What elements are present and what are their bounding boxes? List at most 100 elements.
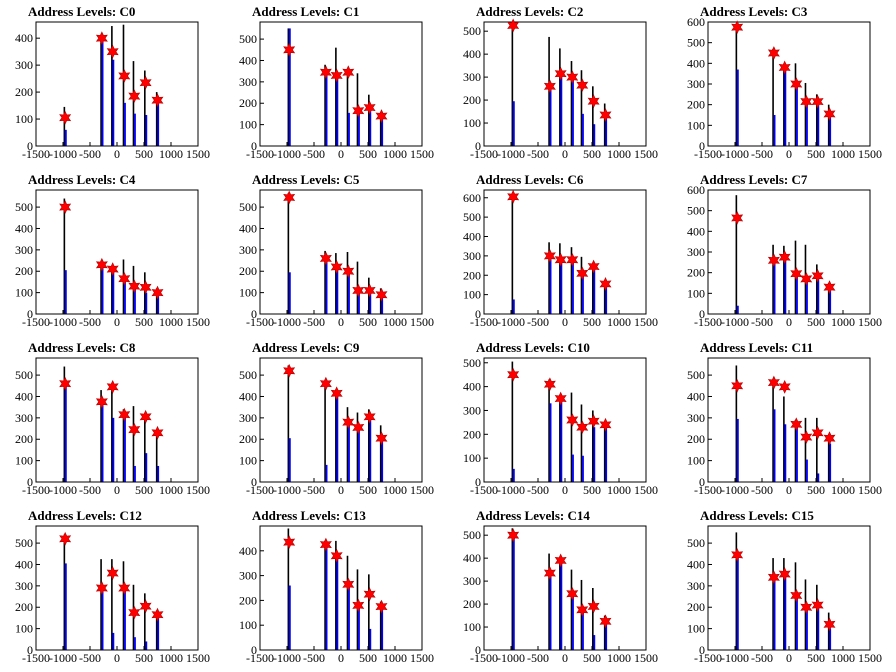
chart-panel-0: Address Levels: C0 0 100 200 300 400 -1500 -100… [0, 0, 224, 168]
bar-secondary [783, 66, 785, 146]
chart-panel-12: Address Levels: C12 0 100 200 300 400 500 -1500… [0, 504, 224, 672]
bar-secondary [155, 429, 158, 482]
x-tick-label: -1500 [694, 651, 722, 665]
bar-secondary [155, 610, 158, 650]
bar-primary [112, 59, 115, 146]
y-tick-label: 400 [239, 389, 257, 403]
bar-secondary [63, 366, 66, 482]
plot-frame [707, 189, 871, 315]
plot-frame [35, 21, 199, 147]
x-tick-label: 0 [562, 483, 568, 497]
bar-primary [157, 614, 160, 650]
y-tick-label: 400 [463, 551, 481, 565]
star-marker [823, 280, 836, 295]
bar-primary [157, 465, 160, 482]
bar-primary [817, 473, 820, 482]
chart-panel-4: Address Levels: C4 0 100 200 300 400 500 -1500-… [0, 168, 224, 336]
bar-secondary [816, 264, 818, 314]
y-tick-label: 100 [239, 454, 257, 468]
bar-primary [829, 443, 832, 482]
bar-secondary [111, 385, 113, 482]
x-tick-label: -500 [751, 483, 773, 497]
bar-primary [325, 258, 328, 314]
bar-primary [64, 383, 67, 482]
bar-primary [582, 113, 584, 146]
y-tick-label: 500 [687, 36, 705, 50]
y-tick-label: 200 [687, 432, 705, 446]
bar-primary [348, 112, 350, 146]
star-marker [731, 210, 744, 225]
bar-primary [593, 427, 596, 482]
star-marker [566, 70, 579, 85]
bar-secondary [580, 70, 583, 146]
bar-secondary [122, 259, 125, 314]
bar-primary [817, 605, 820, 650]
chart-svg: Address Levels: C14 0 100 200 300 400 500 -1500… [463, 508, 658, 665]
chart-title: Address Levels: C4 [28, 172, 136, 187]
bar-secondary [827, 437, 830, 482]
plot-frame [483, 21, 647, 147]
star-marker [767, 46, 780, 60]
x-tick-label: 500 [135, 147, 153, 161]
y-tick-label: 100 [687, 118, 705, 132]
x-tick-label: 1500 [858, 147, 882, 161]
bar-primary [112, 269, 115, 314]
y-tick-label: 0 [699, 139, 705, 153]
x-tick-label: -1500 [22, 651, 50, 665]
plot-frame [35, 189, 199, 315]
star-marker [330, 386, 343, 401]
y-tick-label: 200 [687, 266, 705, 280]
star-marker [375, 599, 388, 614]
x-tick-label: 1000 [607, 651, 631, 665]
chart-svg: Address Levels: C10100200300400500-1500-… [239, 4, 434, 161]
y-tick-label: 100 [463, 116, 481, 130]
y-tick-label: 300 [239, 243, 257, 257]
y-tick-label: 500 [239, 200, 257, 214]
x-tick-label: -500 [751, 147, 773, 161]
x-tick-label: -1000 [273, 147, 301, 161]
bar-primary [605, 283, 608, 314]
y-tick-label: 200 [687, 98, 705, 112]
bar-primary [572, 77, 574, 146]
star-marker [800, 94, 813, 109]
star-marker [566, 252, 579, 267]
x-tick-label: 1500 [186, 315, 210, 329]
y-tick-label: 300 [239, 411, 257, 425]
plot-frame [259, 357, 423, 483]
bar-secondary [592, 86, 594, 146]
bar-primary [605, 621, 608, 650]
x-tick-label: -500 [303, 483, 325, 497]
chart-title: Address Levels: C11 [700, 340, 813, 355]
star-marker [778, 60, 791, 75]
x-tick-label: -1000 [273, 651, 301, 665]
star-marker [576, 78, 589, 93]
bar-secondary [816, 584, 818, 650]
y-tick-label: 500 [463, 356, 481, 370]
star-marker [790, 588, 803, 603]
bar-primary [145, 115, 148, 146]
y-tick-label: 500 [239, 32, 257, 46]
y-tick-label: 100 [463, 620, 481, 634]
bar-primary [157, 292, 160, 314]
bar-secondary [548, 242, 550, 314]
x-tick-label: -500 [79, 315, 101, 329]
x-tick-label: -500 [751, 651, 773, 665]
x-tick-label: -1500 [246, 483, 274, 497]
star-marker [151, 425, 164, 440]
star-marker [576, 602, 589, 617]
x-tick-label: 500 [807, 147, 825, 161]
star-marker [507, 367, 520, 382]
x-tick-label: 1000 [159, 315, 183, 329]
bar-secondary [580, 404, 583, 482]
y-tick-label: 400 [15, 557, 33, 571]
x-tick-label: 500 [583, 315, 601, 329]
star-marker [599, 277, 612, 291]
bar-primary [358, 291, 360, 314]
bar-primary [325, 544, 328, 650]
chart-svg: Address Levels: C40100200300400500-1500-… [15, 172, 210, 329]
star-marker [554, 66, 567, 81]
chart-title: Address Levels: C3 [700, 4, 808, 19]
star-marker [95, 581, 108, 595]
bar-secondary [122, 24, 125, 147]
chart-panel-10: Address Levels: C10 0 100 200 300 400 500 -1500… [448, 336, 672, 504]
